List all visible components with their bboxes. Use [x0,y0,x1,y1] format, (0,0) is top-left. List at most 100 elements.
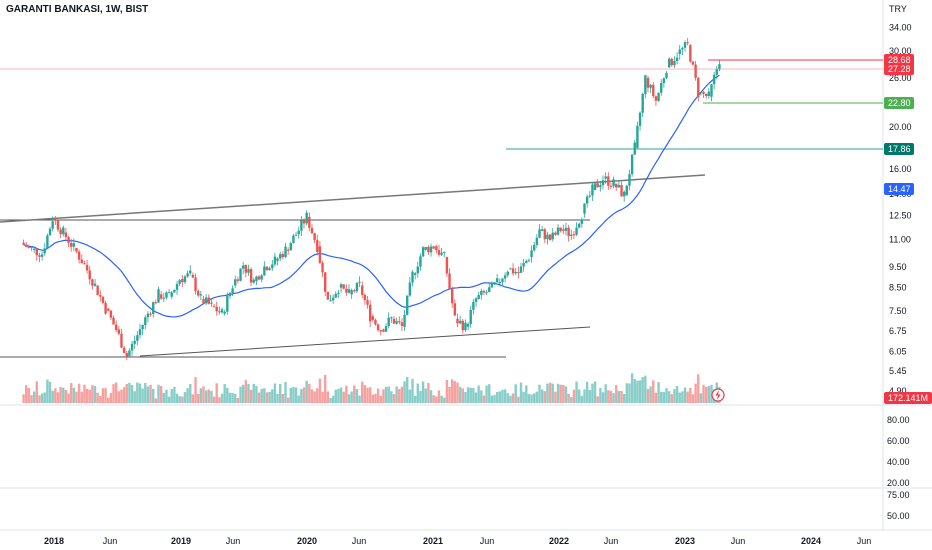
candle-body-30 [101,296,105,303]
volume-bar-147 [411,378,414,403]
candle-body-161 [448,273,451,289]
volume-bar-64 [191,394,195,403]
volume-bar-201 [554,391,557,403]
candle-body-106 [302,220,306,224]
time-label-0: 2018 [44,536,64,546]
volume-bar-244 [667,391,671,403]
candle-body-260 [710,84,713,97]
volume-bar-151 [421,381,425,403]
oscillator-axis-ticks: 75.00 50.00 [887,490,910,521]
candle-body-103 [294,234,298,236]
candle-body-147 [411,271,414,283]
candle-body-60 [181,279,184,283]
volume-bar-3 [30,395,33,403]
volume-bar-9 [46,379,49,403]
horizontal-levels [0,59,883,358]
volume-bar-188 [519,382,523,403]
candle-body-194 [535,237,539,245]
candle-body-205 [564,227,568,231]
volume-bar-13 [56,392,60,403]
candle-body-219 [601,180,605,186]
price-label-pill-1 [884,63,914,75]
candle-body-214 [588,195,591,197]
candle-body-179 [495,278,499,283]
volume-bar-83 [241,384,245,403]
candle-body-140 [392,318,396,324]
volume-bar-12 [54,388,57,403]
candle-body-150 [419,256,422,267]
candle-body-87 [252,279,255,283]
candle-body-24 [85,264,89,271]
volume-bar-166 [461,388,464,403]
candle-body-36 [117,329,121,334]
candle-body-163 [453,303,457,316]
volume-bar-14 [59,387,62,403]
volume-bar-102 [292,387,295,403]
time-label-8: 2022 [549,536,569,546]
candle-body-96 [276,258,279,261]
volume-bar-86 [249,389,253,403]
volume-bar-220 [604,384,607,403]
candle-body-203 [559,227,562,232]
candle-body-81 [236,279,240,281]
candle-body-233 [638,112,642,126]
price-label-text-1: 27.28 [888,64,911,74]
volume-bar-143 [400,386,404,403]
candle-body-35 [114,324,118,331]
time-label-11: Jun [731,536,746,546]
flash-icon[interactable] [711,388,725,402]
volume-bar-23 [83,384,86,403]
candle-body-78 [228,292,232,297]
candles [22,37,721,360]
candle-body-211 [580,219,584,224]
candle-body-64 [191,274,195,278]
candle-body-173 [480,290,483,296]
candle-body-112 [318,246,322,263]
candle-body-223 [612,179,615,187]
candle-body-65 [194,277,197,292]
volume-bar-53 [162,392,166,403]
volume-bar-5 [35,381,39,403]
volume-bar-160 [445,380,449,403]
candle-body-90 [260,275,263,280]
candle-body-224 [615,183,618,188]
volume-bar-172 [477,385,480,403]
candle-body-197 [543,229,547,240]
candle-body-104 [297,230,300,235]
candle-body-46 [144,317,147,326]
candle-body-51 [157,289,160,303]
volume-bar-224 [615,385,618,403]
volume-bar-181 [501,389,504,403]
price-tick-12: 6.05 [889,346,907,356]
candle-body-108 [308,216,311,228]
candle-body-148 [413,273,417,275]
volume-bar-140 [392,394,396,403]
volume-bar-191 [527,394,531,403]
volume-bar-175 [485,385,488,403]
candle-body-124 [350,290,353,295]
candle-body-29 [99,295,102,297]
volume-bar-206 [567,393,570,403]
candle-body-149 [416,266,420,274]
volume-bar-203 [559,384,562,403]
candle-body-70 [207,297,210,304]
volume-bar-131 [368,387,372,403]
volume-bar-118 [334,389,337,403]
volume-bar-247 [675,386,679,403]
volume-bar-186 [514,384,517,403]
volume-bar-110 [313,391,316,403]
candle-body-5 [35,248,39,256]
candle-body-198 [546,234,549,240]
candle-body-209 [575,227,578,235]
volume-bar-25 [88,389,91,403]
candle-body-136 [382,329,385,332]
time-label-1: Jun [103,536,118,546]
candle-body-118 [334,293,337,298]
time-label-10: 2023 [675,536,695,546]
candle-body-155 [432,246,435,249]
volume-bar-221 [607,390,610,403]
volume-bars [22,373,721,403]
volume-bar-62 [186,388,189,403]
candle-body-192 [530,250,533,258]
